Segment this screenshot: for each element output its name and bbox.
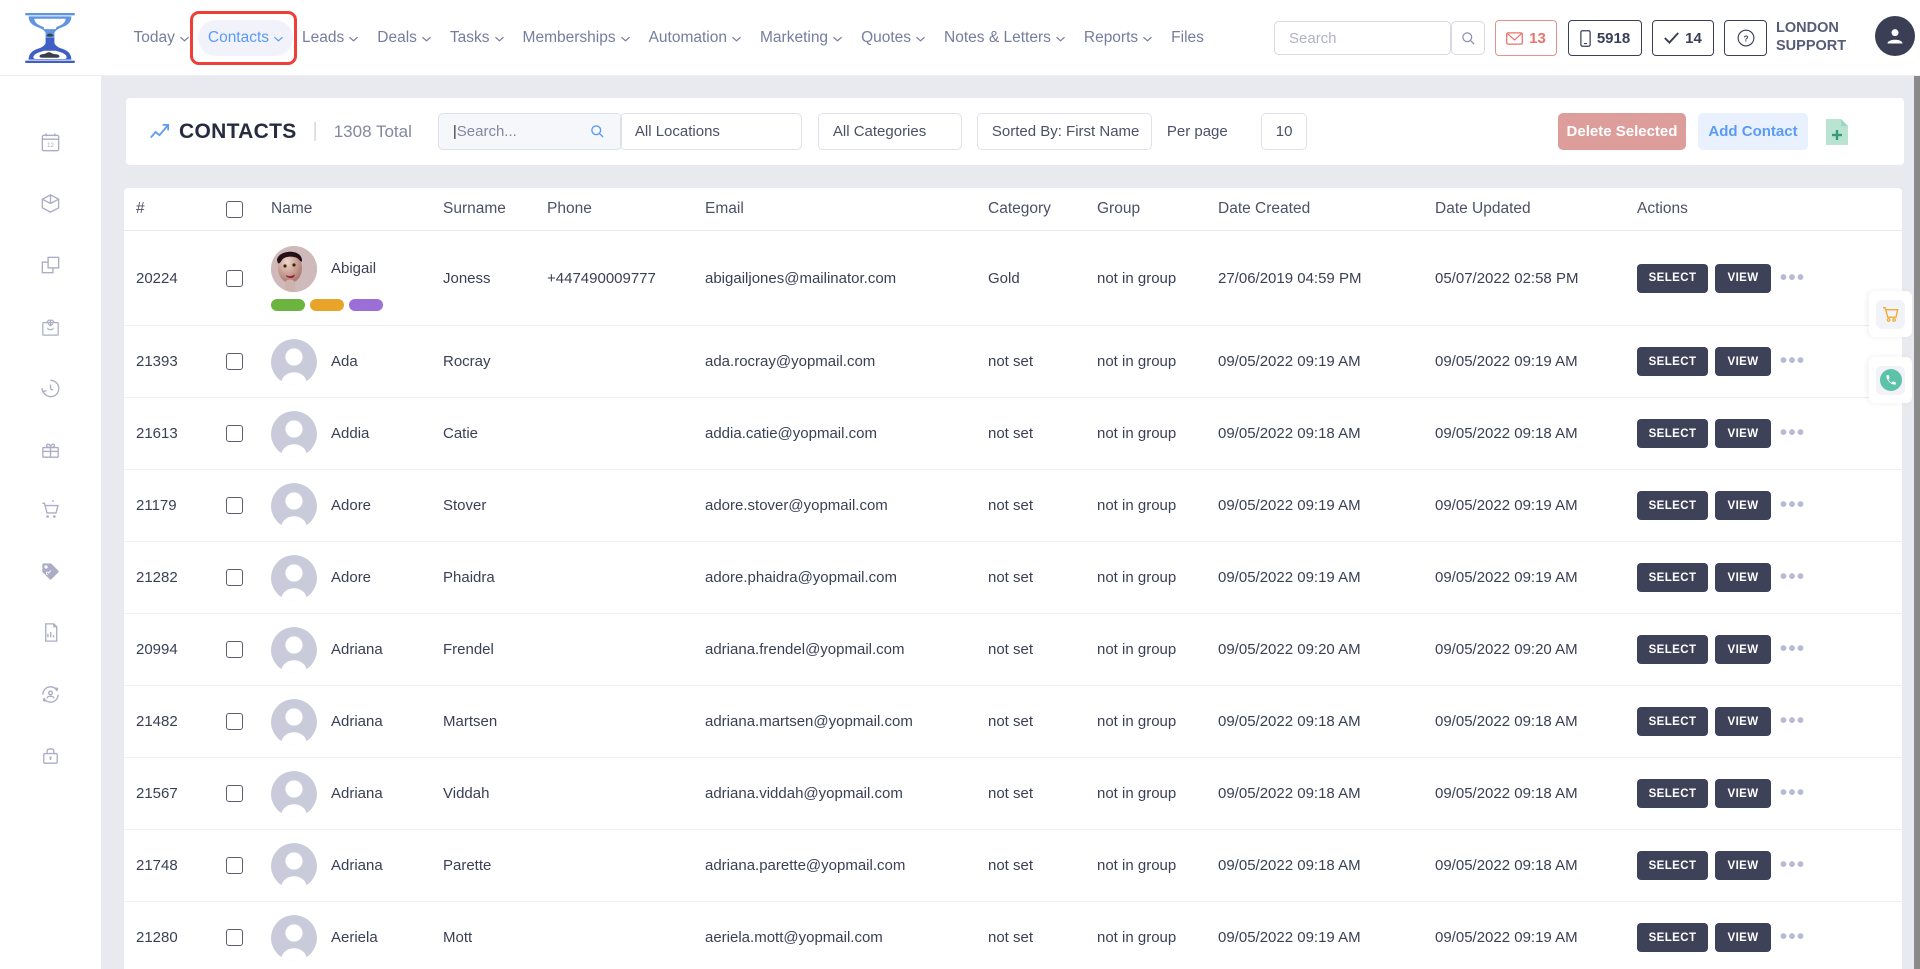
svg-text:12: 12 xyxy=(47,142,54,148)
svg-text:?: ? xyxy=(1743,34,1748,43)
